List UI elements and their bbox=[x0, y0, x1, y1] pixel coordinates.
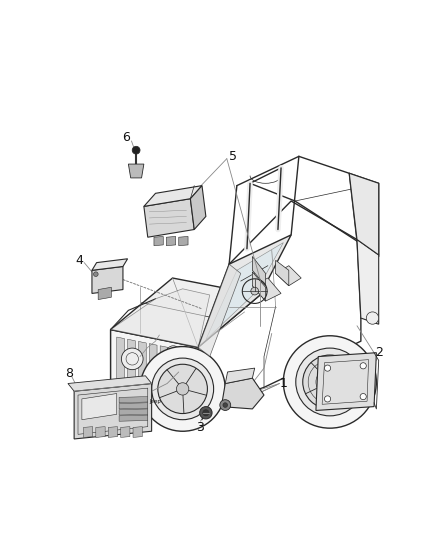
Circle shape bbox=[120, 400, 128, 408]
Circle shape bbox=[220, 400, 231, 410]
Polygon shape bbox=[68, 376, 152, 391]
Circle shape bbox=[223, 403, 228, 407]
Text: 1: 1 bbox=[279, 377, 287, 390]
Circle shape bbox=[140, 346, 225, 431]
Polygon shape bbox=[119, 397, 148, 403]
Circle shape bbox=[366, 312, 379, 324]
Circle shape bbox=[121, 348, 143, 370]
Polygon shape bbox=[252, 256, 265, 286]
Polygon shape bbox=[108, 426, 117, 438]
Text: Jeep: Jeep bbox=[149, 400, 162, 405]
Polygon shape bbox=[191, 185, 206, 230]
Circle shape bbox=[132, 147, 140, 154]
Circle shape bbox=[360, 363, 366, 369]
Polygon shape bbox=[198, 264, 241, 357]
Circle shape bbox=[296, 348, 364, 416]
Circle shape bbox=[325, 396, 331, 402]
Text: 5: 5 bbox=[229, 150, 237, 163]
Circle shape bbox=[303, 355, 357, 409]
Circle shape bbox=[152, 358, 214, 419]
Circle shape bbox=[325, 365, 331, 371]
Text: 2: 2 bbox=[375, 346, 383, 359]
Polygon shape bbox=[144, 185, 202, 206]
Circle shape bbox=[323, 375, 337, 389]
Polygon shape bbox=[357, 239, 379, 324]
Polygon shape bbox=[127, 339, 135, 391]
Polygon shape bbox=[128, 164, 144, 178]
Polygon shape bbox=[171, 348, 179, 400]
Circle shape bbox=[158, 364, 208, 414]
Polygon shape bbox=[83, 426, 93, 438]
Polygon shape bbox=[138, 342, 146, 393]
Polygon shape bbox=[92, 266, 123, 294]
Circle shape bbox=[200, 407, 212, 419]
Polygon shape bbox=[110, 289, 210, 348]
Polygon shape bbox=[252, 278, 281, 301]
Text: 3: 3 bbox=[197, 421, 205, 434]
Polygon shape bbox=[96, 426, 105, 438]
Polygon shape bbox=[179, 237, 188, 246]
Text: 8: 8 bbox=[65, 367, 73, 380]
Circle shape bbox=[93, 272, 98, 277]
Polygon shape bbox=[276, 260, 289, 286]
Text: 4: 4 bbox=[76, 254, 84, 267]
Circle shape bbox=[177, 383, 189, 395]
Polygon shape bbox=[149, 344, 157, 395]
Polygon shape bbox=[252, 272, 265, 301]
Polygon shape bbox=[225, 368, 255, 384]
Polygon shape bbox=[316, 353, 376, 410]
Polygon shape bbox=[182, 350, 190, 402]
Text: 6: 6 bbox=[122, 131, 130, 143]
Polygon shape bbox=[221, 378, 264, 409]
Polygon shape bbox=[144, 397, 167, 408]
Polygon shape bbox=[276, 265, 301, 286]
Circle shape bbox=[360, 393, 366, 400]
Polygon shape bbox=[110, 278, 260, 348]
Polygon shape bbox=[92, 259, 127, 270]
Polygon shape bbox=[206, 243, 283, 340]
Circle shape bbox=[175, 408, 183, 416]
Polygon shape bbox=[349, 173, 379, 255]
Polygon shape bbox=[166, 237, 176, 246]
Polygon shape bbox=[119, 409, 148, 415]
Polygon shape bbox=[119, 403, 148, 409]
Polygon shape bbox=[198, 235, 291, 348]
Polygon shape bbox=[98, 287, 111, 300]
Polygon shape bbox=[119, 415, 148, 421]
Polygon shape bbox=[105, 391, 202, 419]
Circle shape bbox=[203, 410, 209, 416]
Polygon shape bbox=[117, 337, 124, 388]
Polygon shape bbox=[82, 393, 117, 419]
Polygon shape bbox=[120, 426, 130, 438]
Polygon shape bbox=[160, 346, 168, 398]
Polygon shape bbox=[133, 426, 142, 438]
Polygon shape bbox=[74, 384, 152, 439]
Circle shape bbox=[166, 346, 180, 360]
Polygon shape bbox=[144, 199, 194, 237]
Circle shape bbox=[283, 336, 376, 428]
Circle shape bbox=[251, 287, 258, 295]
Polygon shape bbox=[110, 329, 198, 410]
Polygon shape bbox=[154, 237, 163, 246]
